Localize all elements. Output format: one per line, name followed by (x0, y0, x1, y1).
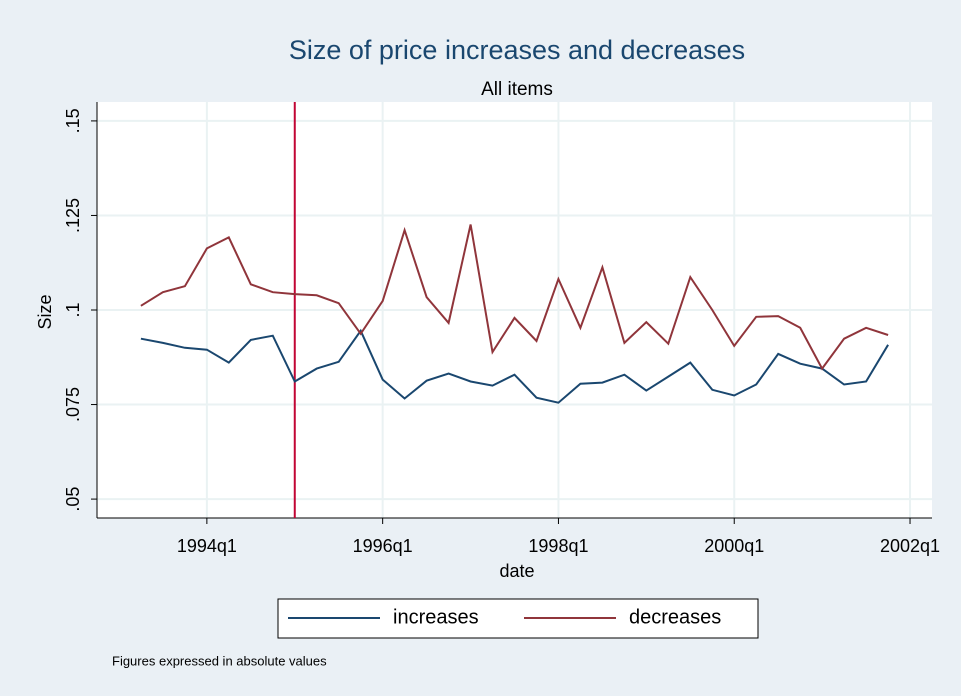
note: Figures expressed in absolute values (112, 653, 327, 668)
chart-title: Size of price increases and decreases (289, 35, 745, 65)
chart-subtitle: All items (481, 79, 553, 100)
series-line (140, 328, 889, 404)
y-tick-label: .1 (63, 302, 83, 317)
x-tick-label: 1996q1 (353, 536, 413, 556)
y-tick-label: .05 (63, 487, 83, 512)
x-tick-label: 1994q1 (177, 536, 237, 556)
x-axis-label: date (499, 561, 534, 581)
y-tick-label: .125 (63, 198, 83, 233)
y-axis-label: Size (35, 294, 55, 329)
x-tick-label: 2000q1 (704, 536, 764, 556)
series-line (140, 224, 889, 371)
legend-label: increases (393, 606, 479, 628)
y-tick-label: .15 (63, 108, 83, 133)
x-tick-label: 1998q1 (528, 536, 588, 556)
y-tick-label: .075 (63, 387, 83, 422)
x-tick-label: 2002q1 (880, 536, 940, 556)
legend-label: decreases (629, 606, 721, 628)
